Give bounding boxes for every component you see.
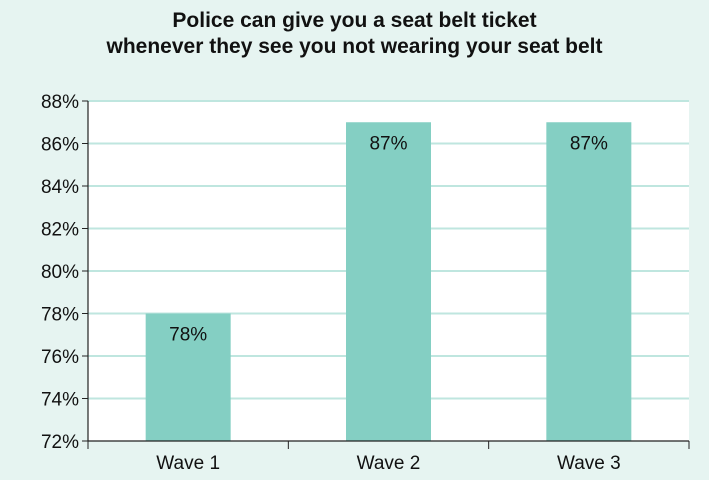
data-label: 87% (570, 133, 608, 154)
chart-title-line-1: Police can give you a seat belt ticket (172, 9, 537, 32)
x-tick-label: Wave 1 (156, 453, 220, 474)
y-tick-label: 72% (41, 432, 79, 453)
bar (145, 313, 231, 441)
bar (546, 122, 632, 441)
chart-title: Police can give you a seat belt ticket w… (0, 8, 709, 60)
y-tick-label: 84% (41, 177, 79, 198)
y-tick-label: 80% (41, 262, 79, 283)
y-tick-label: 86% (41, 135, 79, 156)
bar (346, 122, 431, 441)
data-label: 78% (169, 325, 207, 346)
data-label: 87% (369, 133, 407, 154)
x-tick-label: Wave 3 (557, 453, 621, 474)
y-tick-label: 76% (41, 347, 79, 368)
chart-title-line-2: whenever they see you not wearing your s… (106, 35, 603, 58)
y-tick-label: 82% (41, 220, 79, 241)
y-tick-label: 78% (41, 305, 79, 326)
x-tick-label: Wave 2 (357, 453, 421, 474)
y-tick-label: 88% (41, 92, 79, 113)
y-tick-label: 74% (41, 390, 79, 411)
